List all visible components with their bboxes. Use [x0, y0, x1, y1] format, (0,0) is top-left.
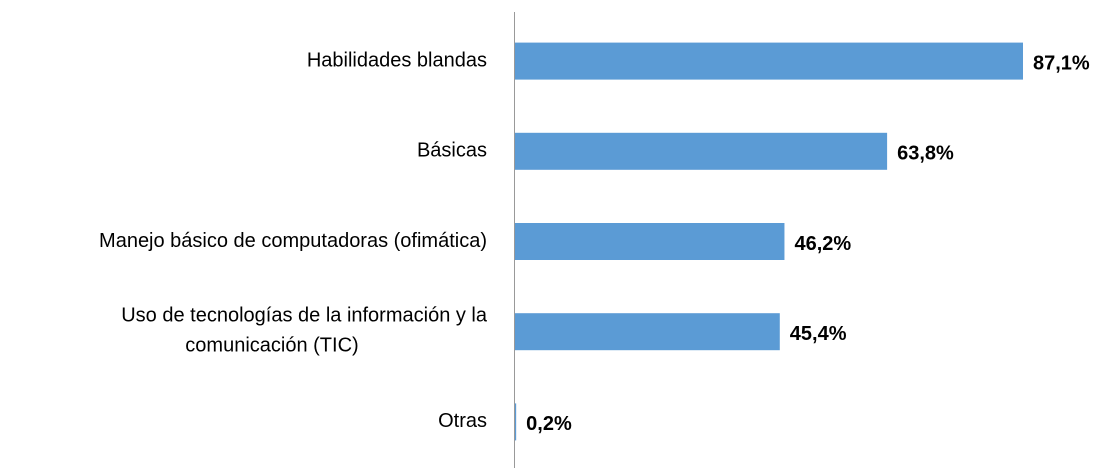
category-label: Manejo básico de computadoras (ofimática…: [99, 230, 487, 252]
value-label: 87,1%: [1033, 52, 1090, 74]
bar: [515, 42, 1023, 80]
value-label: 63,8%: [897, 143, 954, 165]
value-label: 0,2%: [526, 413, 572, 435]
category-label: Uso de tecnologías de la información y l…: [121, 305, 488, 357]
value-label: 46,2%: [794, 233, 851, 255]
bar: [515, 132, 888, 170]
category-label: Habilidades blandas: [307, 49, 487, 71]
bar: [515, 223, 785, 260]
category-label: Básicas: [417, 140, 487, 162]
bar: [515, 313, 780, 351]
value-label: 45,4%: [790, 323, 847, 345]
category-label: Otras: [438, 410, 487, 432]
bar: [515, 403, 517, 441]
